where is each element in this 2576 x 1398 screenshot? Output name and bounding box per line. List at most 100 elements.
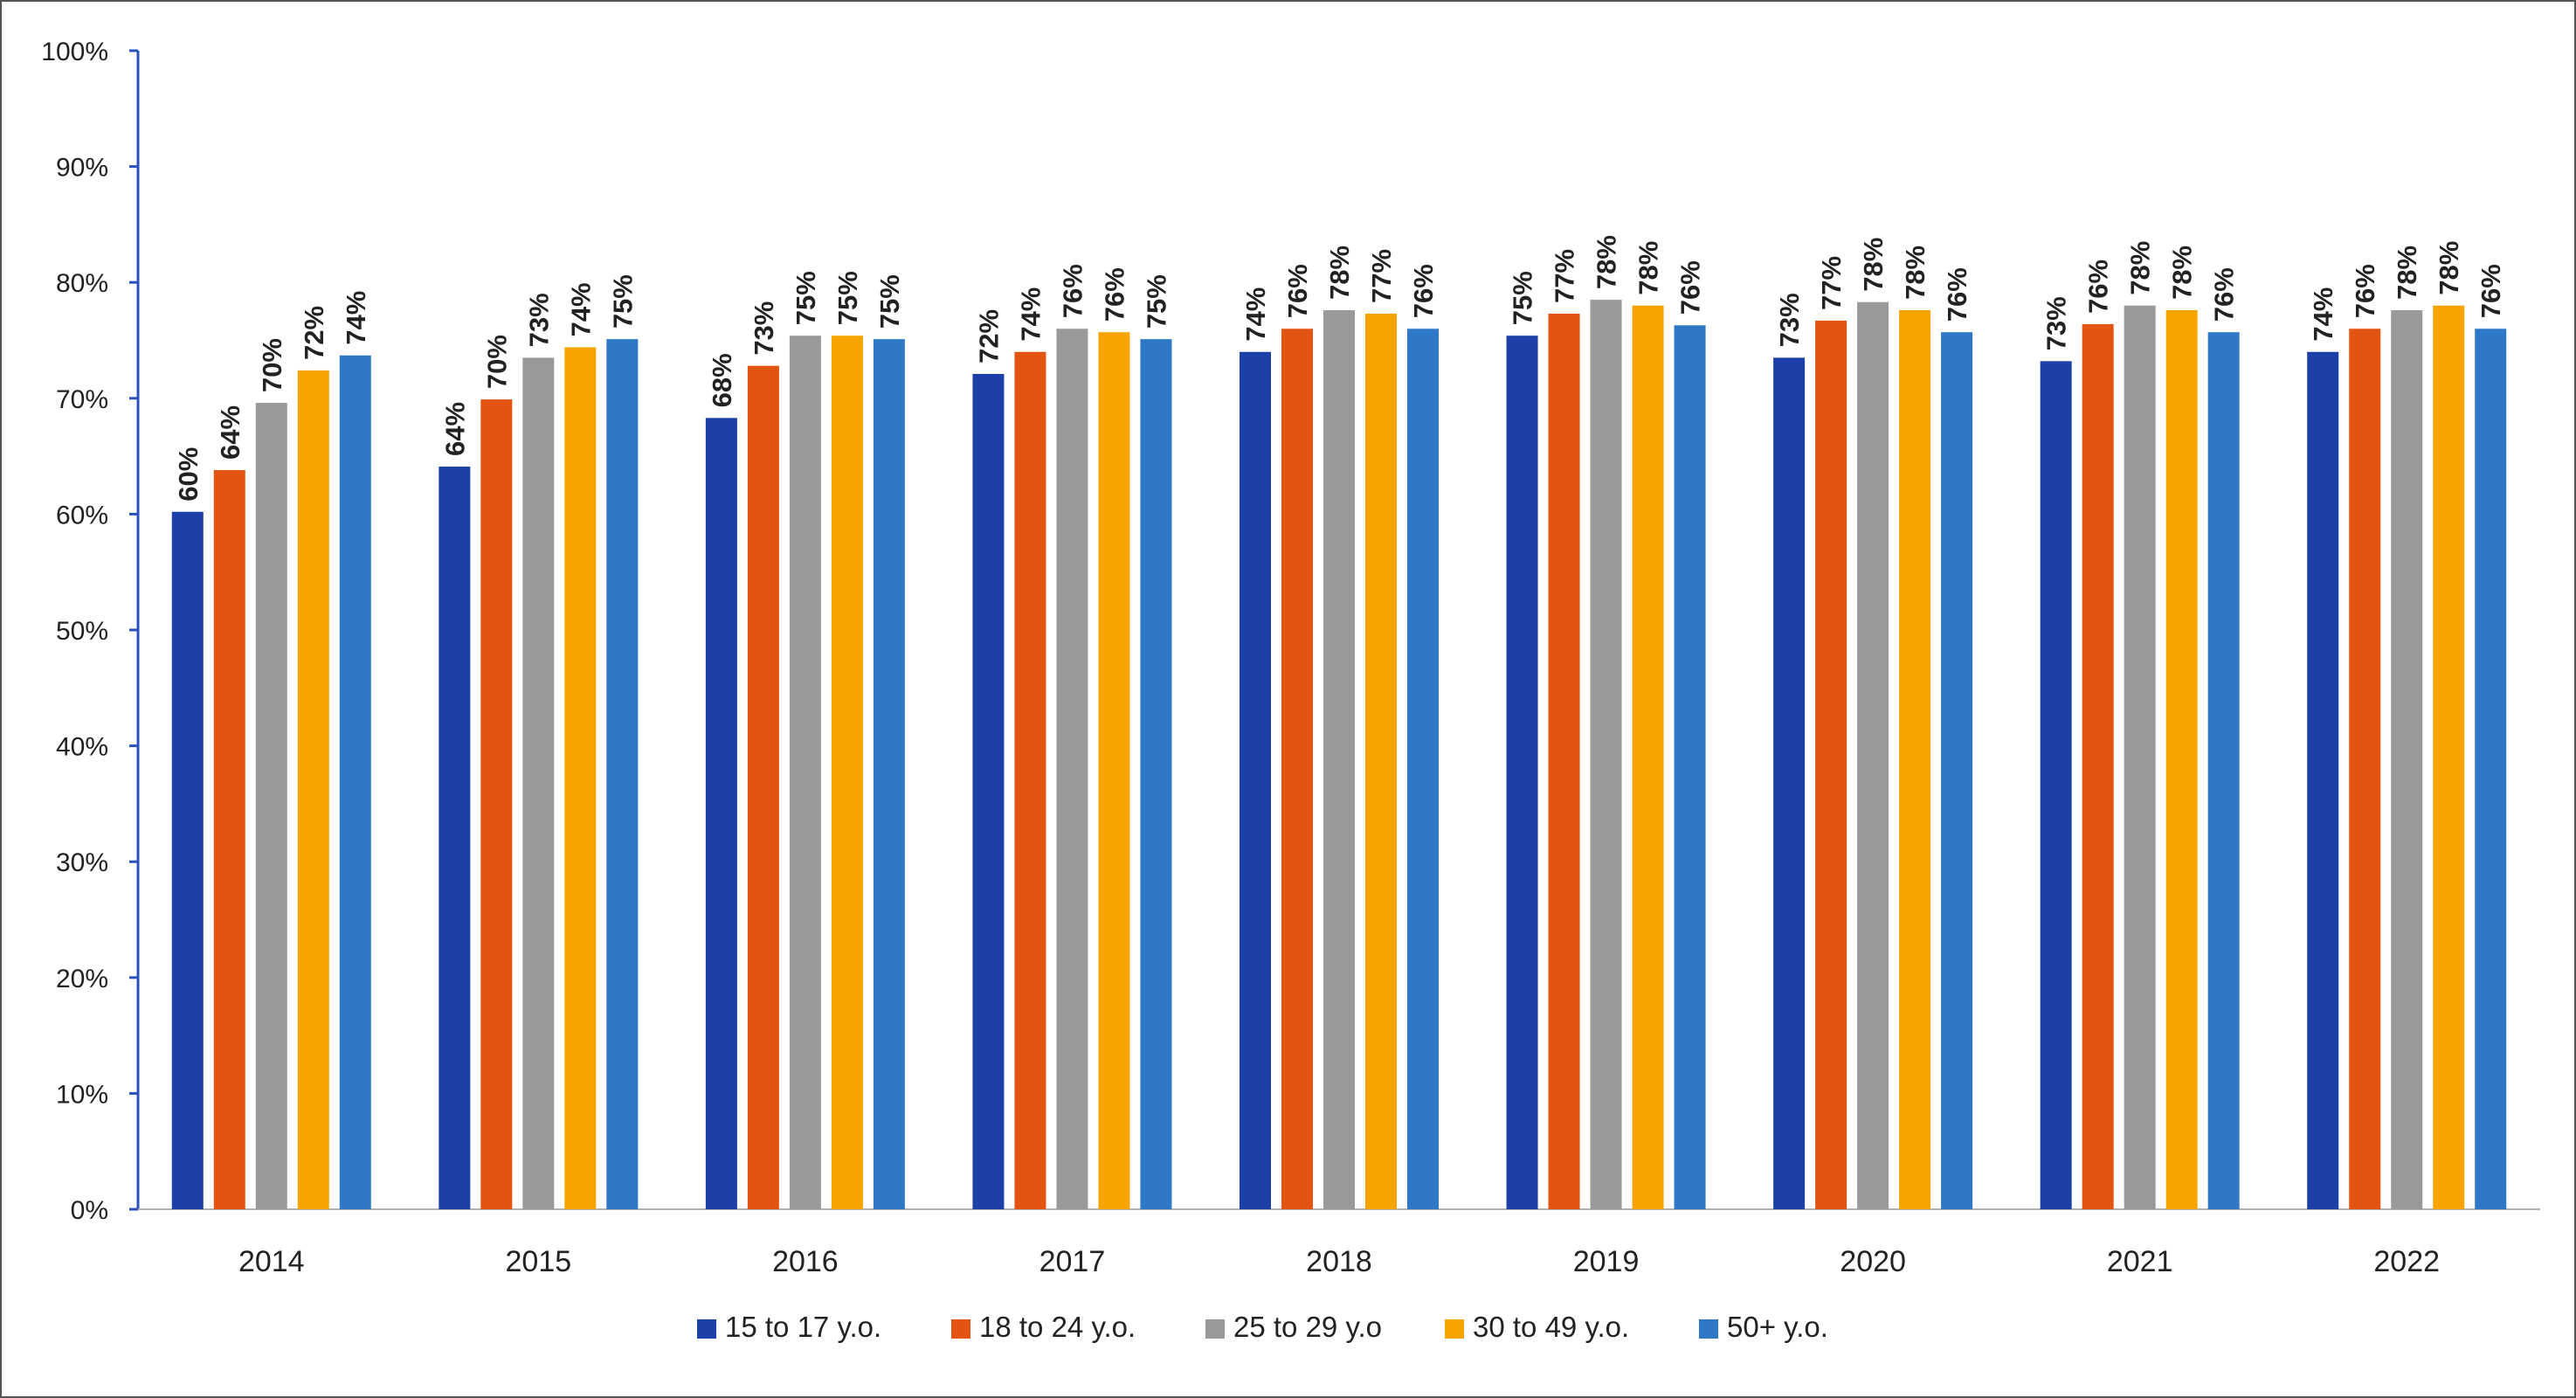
data-label: 78% — [2434, 241, 2464, 295]
data-label: 77% — [1550, 249, 1580, 303]
data-label: 68% — [707, 353, 737, 407]
data-label: 74% — [565, 282, 596, 336]
bar — [1506, 336, 1538, 1209]
y-tick-label: 70% — [56, 385, 108, 414]
data-label: 78% — [2392, 246, 2422, 300]
bar — [2349, 329, 2381, 1209]
data-label: 76% — [1408, 264, 1439, 318]
legend-swatch — [1699, 1319, 1718, 1339]
bar — [1941, 332, 1973, 1209]
bar — [297, 370, 329, 1209]
bar — [2040, 361, 2072, 1209]
x-tick-label: 2017 — [1039, 1245, 1106, 1278]
bar — [1590, 300, 1622, 1210]
bar — [1240, 351, 1271, 1209]
bar — [873, 339, 905, 1209]
data-label: 60% — [173, 447, 204, 502]
bar — [213, 470, 245, 1209]
bar — [1674, 325, 1706, 1210]
data-label: 73% — [749, 301, 779, 356]
bar — [522, 357, 555, 1209]
bar — [1281, 329, 1313, 1209]
legend-label: 50+ y.o. — [1727, 1311, 1828, 1343]
x-tick-label: 2019 — [1573, 1245, 1640, 1278]
data-label: 78% — [2167, 246, 2198, 300]
bar — [1899, 310, 1931, 1210]
x-tick-label: 2018 — [1306, 1245, 1372, 1278]
data-label: 76% — [2476, 264, 2506, 318]
data-label: 75% — [832, 271, 863, 325]
data-label: 78% — [2125, 241, 2156, 295]
data-label: 76% — [1282, 264, 1313, 318]
bar — [2165, 310, 2198, 1210]
data-label: 76% — [2209, 267, 2240, 322]
bar — [789, 336, 821, 1209]
bar — [606, 339, 639, 1209]
data-label: 74% — [2308, 287, 2338, 342]
y-tick-label: 10% — [56, 1080, 108, 1109]
y-tick-label: 50% — [56, 617, 108, 646]
bar — [2207, 332, 2240, 1209]
bar — [2475, 329, 2507, 1209]
data-label: 77% — [1816, 256, 1847, 310]
bar — [439, 467, 471, 1209]
bar — [1548, 314, 1580, 1210]
data-label: 64% — [215, 405, 245, 460]
bar — [1857, 301, 1889, 1210]
x-tick-label: 2014 — [238, 1245, 305, 1278]
y-tick-label: 90% — [56, 154, 108, 183]
legend-swatch — [697, 1319, 716, 1339]
data-label: 64% — [439, 402, 470, 456]
x-tick-label: 2022 — [2373, 1245, 2440, 1278]
data-label: 72% — [973, 309, 1004, 363]
y-tick-label: 60% — [56, 501, 108, 529]
legend-label: 15 to 17 y.o. — [725, 1311, 881, 1343]
data-label: 73% — [1774, 293, 1805, 347]
data-label: 78% — [1633, 241, 1664, 295]
x-tick-label: 2020 — [1840, 1245, 1906, 1278]
data-label: 78% — [1592, 235, 1622, 289]
data-label: 75% — [874, 274, 905, 329]
y-tick-label: 30% — [56, 848, 108, 877]
data-label: 76% — [1675, 260, 1706, 315]
bar — [255, 403, 287, 1209]
bar — [171, 511, 204, 1209]
data-label: 75% — [791, 271, 821, 325]
bar — [564, 347, 597, 1209]
data-label: 78% — [1858, 238, 1889, 292]
bar — [705, 418, 737, 1209]
data-label: 78% — [1324, 246, 1355, 300]
x-tick-label: 2021 — [2107, 1245, 2173, 1278]
bar — [831, 336, 863, 1209]
bar — [1632, 305, 1664, 1210]
y-tick-label: 100% — [41, 38, 108, 66]
bar — [1323, 310, 1355, 1210]
bar — [1014, 351, 1046, 1209]
data-label: 73% — [2041, 296, 2072, 350]
data-label: 76% — [1099, 267, 1129, 322]
data-label: 76% — [1057, 264, 1088, 318]
bar — [2307, 351, 2339, 1209]
bar — [972, 373, 1005, 1210]
data-label: 76% — [2083, 260, 2114, 314]
legend-swatch — [1205, 1319, 1225, 1339]
bar — [339, 355, 371, 1209]
data-label: 75% — [607, 274, 638, 329]
bar — [1365, 314, 1397, 1210]
bar — [1407, 329, 1439, 1209]
bar — [2433, 305, 2465, 1210]
bar — [747, 365, 779, 1209]
legend-label: 25 to 29 y.o — [1233, 1311, 1382, 1343]
data-label: 74% — [1240, 287, 1271, 342]
legend-swatch — [1445, 1319, 1464, 1339]
data-label: 72% — [299, 306, 329, 360]
data-label: 74% — [1015, 287, 1046, 342]
legend-label: 30 to 49 y.o. — [1473, 1311, 1629, 1343]
data-label: 76% — [2350, 264, 2380, 318]
data-label: 75% — [1141, 274, 1171, 329]
bar — [1056, 329, 1088, 1209]
y-tick-label: 0% — [71, 1196, 108, 1225]
bar — [1815, 320, 1847, 1209]
data-label: 74% — [341, 291, 371, 345]
